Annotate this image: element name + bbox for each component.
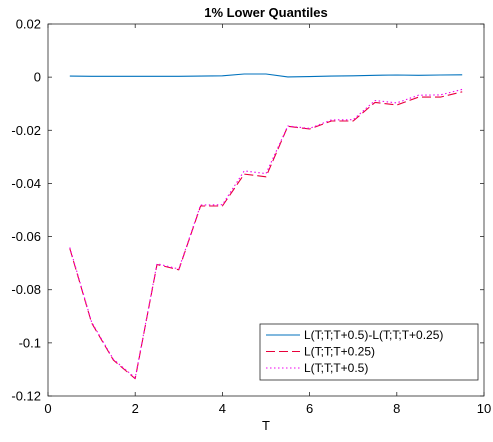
legend: L(T;T;T+0.5)-L(T;T;T+0.25) L(T;T;T+0.25) L… bbox=[259, 323, 479, 381]
series-group bbox=[69, 73, 463, 380]
y-tick-label: -0.08 bbox=[11, 282, 41, 297]
x-tick-label: 2 bbox=[132, 401, 139, 416]
x-tick-label: 10 bbox=[477, 401, 491, 416]
legend-label: L(T;T;T+0.5) bbox=[304, 361, 368, 375]
legend-label: L(T;T;T+0.25) bbox=[304, 345, 375, 359]
plot-frame bbox=[47, 23, 485, 397]
y-tick-label: -0.1 bbox=[19, 335, 41, 350]
y-tick-label: -0.04 bbox=[11, 176, 41, 191]
chart-title: 1% Lower Quantiles bbox=[204, 5, 328, 20]
series-line-1 bbox=[69, 73, 463, 78]
y-axis-ticks: -0.12 -0.1 -0.08 -0.06 -0.04 -0.02 0 0.02 bbox=[11, 17, 484, 404]
x-axis-title: T bbox=[262, 418, 270, 433]
series-line-2 bbox=[69, 91, 463, 380]
y-tick-label: -0.12 bbox=[11, 389, 41, 404]
x-tick-label: 8 bbox=[393, 401, 400, 416]
x-tick-label: 4 bbox=[219, 401, 226, 416]
y-tick-label: -0.06 bbox=[11, 229, 41, 244]
x-tick-label: 6 bbox=[306, 401, 313, 416]
y-tick-label: 0.02 bbox=[16, 17, 41, 32]
series-line-3 bbox=[69, 88, 463, 379]
x-axis-ticks: 0 2 4 6 8 10 bbox=[44, 24, 491, 416]
y-tick-label: 0 bbox=[34, 70, 41, 85]
y-tick-label: -0.02 bbox=[11, 123, 41, 138]
x-tick-label: 0 bbox=[44, 401, 51, 416]
legend-label: L(T;T;T+0.5)-L(T;T;T+0.25) bbox=[304, 328, 443, 342]
